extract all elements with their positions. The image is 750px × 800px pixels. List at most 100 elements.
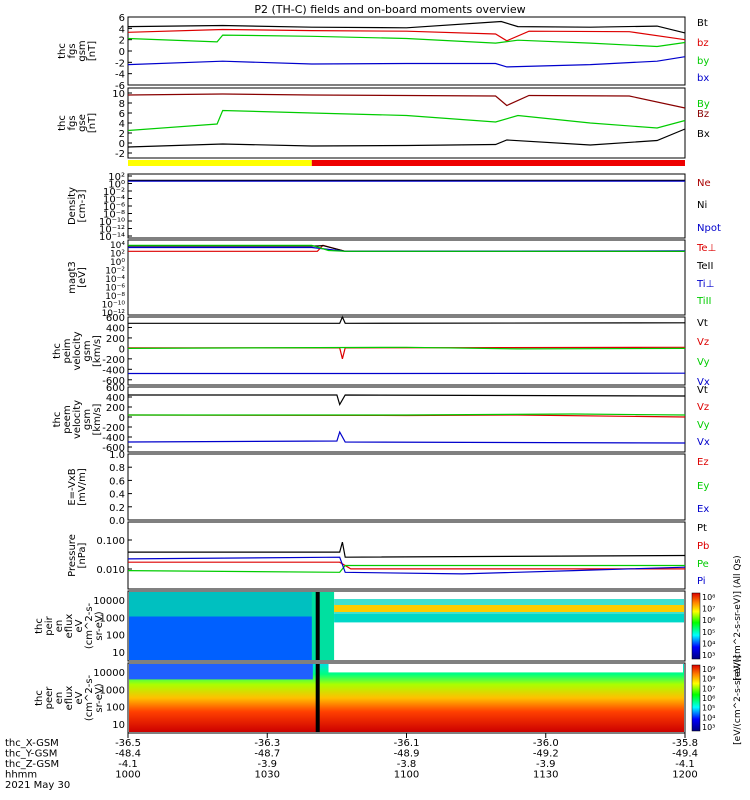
y-tick-label: 0 bbox=[119, 413, 125, 424]
x-axis-value: -49.4 bbox=[672, 749, 698, 760]
x-axis-value: -48.9 bbox=[394, 749, 420, 760]
panel-peem: thc peem velocity gsm [km/s]6004002000-200-4… bbox=[52, 383, 710, 454]
y-tick-label: 0.2 bbox=[109, 503, 125, 514]
y-tick-label: 200 bbox=[106, 334, 125, 345]
y-axis-label: eflux bbox=[64, 686, 75, 711]
legend-entry: Pt bbox=[697, 523, 707, 534]
x-axis-row-label: thc_Y-GSM bbox=[5, 749, 57, 760]
y-tick-label: 100 bbox=[106, 631, 125, 642]
spectrogram-region bbox=[315, 592, 320, 660]
y-axis-label: Density bbox=[67, 187, 78, 225]
y-tick-label: 10⁰ bbox=[108, 180, 125, 191]
x-axis-value: -35.8 bbox=[672, 738, 698, 749]
y-tick-label: 4 bbox=[119, 24, 125, 35]
y-axis-label: [nT] bbox=[87, 41, 98, 61]
series-line-pt bbox=[128, 541, 686, 558]
panel-frame bbox=[127, 453, 686, 521]
y-tick-label: 10⁰ bbox=[110, 258, 125, 268]
y-tick-label: 0.4 bbox=[109, 490, 125, 501]
legend-entry: Vx bbox=[697, 437, 710, 448]
y-tick-label: 10000 bbox=[93, 668, 125, 679]
x-axis-value: -48.7 bbox=[254, 749, 280, 760]
spectrogram-region bbox=[334, 614, 684, 623]
x-axis-row-label: hhmm bbox=[5, 770, 37, 781]
legend-entry: by bbox=[697, 56, 709, 67]
x-axis-value: -48.4 bbox=[115, 749, 141, 760]
panel-frame bbox=[127, 87, 686, 159]
date-label: 2021 May 30 bbox=[5, 780, 70, 791]
y-tick-label: 1.0 bbox=[109, 450, 125, 461]
y-tick-label: 10 bbox=[112, 89, 125, 100]
series-line-bt bbox=[127, 20, 686, 34]
x-axis-value: 1100 bbox=[394, 770, 419, 781]
panel-frame bbox=[127, 239, 686, 316]
legend-entry: By bbox=[697, 99, 710, 110]
legend-entry: Vt bbox=[697, 385, 708, 396]
x-axis-value: -4.1 bbox=[118, 759, 138, 770]
colorbar-tick: 10⁸ bbox=[702, 675, 715, 684]
y-tick-label: 0 bbox=[119, 139, 125, 150]
y-axis-label: Pressure bbox=[67, 534, 78, 577]
y-tick-label: 2 bbox=[119, 36, 125, 47]
legend-entry: Bx bbox=[697, 129, 710, 140]
panel-peim: thc peim velocity gsm [km/s]6004002000-200-4… bbox=[52, 313, 710, 388]
y-axis-label: thc bbox=[52, 412, 63, 428]
y-tick-label: 8 bbox=[119, 99, 125, 110]
legend-entry: Ni bbox=[697, 200, 707, 211]
legend-entry: TiII bbox=[696, 296, 711, 307]
legend-entry: Ex bbox=[697, 504, 709, 515]
y-axis-label: thc bbox=[57, 115, 68, 131]
x-axis-value: -4.1 bbox=[675, 759, 695, 770]
y-tick-label: 10 bbox=[112, 648, 125, 659]
colorbar-tick: 10⁷ bbox=[702, 684, 715, 693]
colorbar-label: [eV/(cm^2-s-sr-eV)] bbox=[733, 655, 743, 745]
series-line-bz bbox=[127, 93, 686, 109]
y-axis-label: gsm bbox=[82, 340, 93, 361]
panel-frame bbox=[127, 316, 686, 386]
y-tick-label: -600 bbox=[102, 443, 125, 454]
y-tick-label: 10⁴ bbox=[110, 241, 125, 251]
y-tick-label: 6 bbox=[119, 109, 125, 120]
x-axis-value: -3.9 bbox=[536, 759, 556, 770]
colorbar bbox=[691, 664, 701, 732]
panel-peer: thc peer en eflux eV (cm^2-s-sr-eV) 10000 1000 1… bbox=[34, 662, 715, 734]
x-axis-value: -36.0 bbox=[533, 738, 559, 749]
y-tick-label: -400 bbox=[102, 433, 125, 444]
y-axis-label: E=-VxB bbox=[67, 468, 78, 505]
y-tick-label: 1000 bbox=[100, 685, 125, 696]
quality-bar-red bbox=[311, 160, 685, 166]
y-axis-label: sr-eV) bbox=[94, 611, 105, 640]
spectrogram-region bbox=[328, 664, 683, 673]
y-axis-label: [eV] bbox=[77, 267, 88, 288]
y-axis-label: sr-eV) bbox=[94, 683, 105, 712]
x-axis-value: -49.2 bbox=[533, 749, 559, 760]
series-line-bx bbox=[127, 56, 686, 68]
x-axis-value: -3.9 bbox=[257, 759, 277, 770]
y-tick-label: -400 bbox=[102, 365, 125, 376]
colorbar-tick: 10⁴ bbox=[702, 639, 715, 648]
y-tick-label: -600 bbox=[102, 376, 125, 387]
series-line-bx bbox=[127, 128, 686, 148]
panel-efield: E=-VxB [mV/m] 1.0 0.8 0.6 0.4 0.2 0.0 Ez Ey Ex bbox=[67, 450, 709, 527]
y-axis-label: thc bbox=[34, 690, 45, 706]
y-axis-label: fgs bbox=[67, 115, 78, 130]
colorbar-tick: 10⁷ bbox=[702, 605, 715, 614]
spectrogram-region bbox=[129, 592, 313, 617]
y-tick-label: -2 bbox=[115, 58, 125, 69]
y-axis-label: peim bbox=[62, 338, 73, 363]
spectrogram-region bbox=[315, 664, 320, 732]
y-axis-label: velocity bbox=[72, 331, 83, 370]
y-tick-label: 10⁻⁸ bbox=[103, 210, 125, 221]
y-tick-label: 0.100 bbox=[96, 536, 125, 547]
y-axis-label: [cm-3] bbox=[77, 189, 88, 222]
x-axis-row-label: thc_Z-GSM bbox=[5, 759, 59, 770]
spectrogram-region bbox=[129, 664, 313, 680]
x-axis-value: -36.3 bbox=[254, 738, 280, 749]
y-tick-label: 10000 bbox=[93, 596, 125, 607]
colorbar bbox=[691, 592, 701, 660]
series-line-vy bbox=[127, 346, 686, 350]
y-tick-label: 10⁻⁴ bbox=[105, 275, 125, 285]
series-line-vt bbox=[128, 394, 686, 407]
